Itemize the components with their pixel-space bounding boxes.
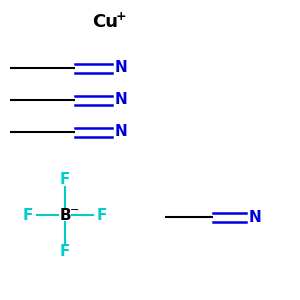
Text: +: + xyxy=(116,10,126,22)
Text: N: N xyxy=(249,209,262,224)
Text: N: N xyxy=(115,124,128,140)
Text: B: B xyxy=(59,208,71,223)
Text: −: − xyxy=(70,205,80,215)
Text: F: F xyxy=(23,208,33,223)
Text: F: F xyxy=(60,172,70,187)
Text: N: N xyxy=(115,61,128,76)
Text: F: F xyxy=(60,244,70,259)
Text: Cu: Cu xyxy=(92,13,118,31)
Text: F: F xyxy=(97,208,107,223)
Text: N: N xyxy=(115,92,128,107)
